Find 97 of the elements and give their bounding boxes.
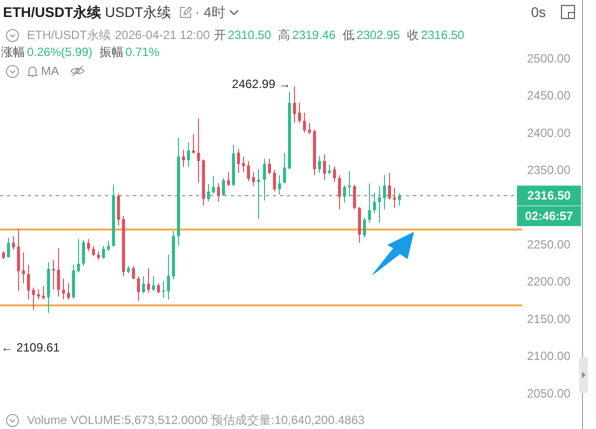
text: 高 — [278, 28, 290, 42]
candlestick — [237, 148, 240, 174]
candlestick — [348, 170, 351, 198]
candlestick — [222, 178, 225, 196]
candlestick — [368, 182, 371, 224]
candlestick — [52, 260, 55, 290]
candlestick — [157, 282, 160, 294]
candlestick — [343, 185, 346, 204]
candlestick — [363, 217, 366, 238]
candlestick — [383, 174, 386, 210]
candlestick — [273, 169, 276, 192]
annotation: 0.71% — [125, 44, 160, 60]
candlestick — [268, 158, 271, 175]
candlestick — [42, 286, 45, 300]
y-tick-label: 2100.00 — [527, 349, 571, 364]
candlestick — [257, 168, 260, 220]
text: Volume VOLUME:5,673,512.0000 预估成交量:10,640,200.4863 — [27, 413, 365, 428]
annotation: 0.26%(5.99) — [27, 44, 92, 60]
candlestick — [32, 287, 35, 310]
candlestick — [308, 122, 311, 135]
candlestick — [27, 264, 30, 300]
candlestick — [152, 276, 155, 292]
ref-line-label: 2316.50 — [527, 188, 572, 202]
candlestick — [293, 86, 296, 124]
candlestick — [187, 142, 190, 168]
candlestick — [182, 149, 185, 168]
candlestick — [318, 155, 321, 174]
annotation: ← 2109.61 — [1, 340, 60, 354]
candlestick — [12, 236, 15, 250]
candlestick — [353, 184, 356, 210]
candlestick — [328, 164, 331, 175]
candlestick — [37, 289, 40, 300]
annotation: 振幅 — [99, 44, 124, 60]
text: 2319.46 — [292, 28, 336, 42]
candlestick — [92, 245, 95, 257]
candlestick — [117, 193, 120, 226]
candlestick — [192, 134, 195, 154]
y-tick-label: 2150.00 — [527, 312, 571, 326]
candlestick — [398, 192, 401, 206]
candlestick — [247, 160, 250, 182]
candlestick — [338, 174, 341, 210]
text: 收 — [406, 28, 419, 42]
candlestick — [87, 238, 90, 252]
chart-subtitle: USDT永续 — [105, 4, 172, 20]
candlestick — [217, 182, 220, 202]
candlestick — [388, 172, 391, 200]
candlestick — [212, 175, 215, 194]
candlestick — [378, 186, 381, 224]
y-tick-label: 2500.00 — [527, 51, 571, 66]
text: 2026-04-21 12:00 — [115, 28, 210, 42]
candlestick — [333, 166, 336, 182]
candlestick — [57, 248, 60, 297]
candlestick — [278, 174, 281, 195]
text: 0s — [531, 4, 546, 20]
candlestick — [7, 237, 10, 258]
text: 2310.50 — [228, 28, 272, 42]
y-tick-label: 2050.00 — [527, 386, 571, 400]
annotation: 涨幅 — [1, 44, 25, 60]
candlestick — [132, 265, 135, 280]
text: 02:46:57 — [524, 208, 574, 223]
candlestick — [67, 282, 70, 300]
candlestick — [162, 280, 165, 298]
candlestick — [142, 276, 145, 294]
candlestick — [197, 118, 200, 184]
candlestick — [107, 240, 110, 252]
text: 低 — [342, 28, 355, 42]
y-tick-label: 2350.00 — [527, 162, 571, 177]
candlestick — [102, 245, 105, 260]
candlestick — [22, 252, 25, 284]
candlestick — [263, 158, 266, 201]
candlestick — [62, 278, 65, 300]
text: 开 — [214, 28, 226, 42]
candlestick — [137, 276, 140, 302]
annotation: MA — [41, 64, 59, 78]
y-tick-label: 2400.00 — [527, 126, 571, 140]
candlestick — [252, 172, 255, 187]
candlestick — [227, 172, 230, 187]
text: 2302.95 — [356, 28, 400, 42]
annotation: 2462.99 → — [232, 76, 291, 91]
candlestick — [323, 154, 326, 180]
candlestick — [207, 184, 210, 202]
candlestick — [82, 239, 85, 266]
candlestick — [298, 102, 301, 124]
candlestick — [167, 254, 170, 300]
y-tick-label: 2200.00 — [527, 274, 571, 289]
candlestick — [77, 238, 80, 274]
chart-title: ETH/USDT永续 — [3, 4, 101, 20]
candlestick — [242, 156, 245, 173]
y-tick-label: 2250.00 — [527, 237, 571, 252]
candlestick — [283, 152, 286, 184]
candlestick — [303, 112, 306, 134]
text: ETH/USDT永续 — [27, 28, 111, 42]
text: 2316.50 — [420, 28, 464, 42]
y-tick-label: 2450.00 — [527, 88, 571, 103]
candlestick — [373, 192, 376, 214]
text: · 4时 — [195, 4, 226, 20]
candlestick — [147, 268, 150, 294]
